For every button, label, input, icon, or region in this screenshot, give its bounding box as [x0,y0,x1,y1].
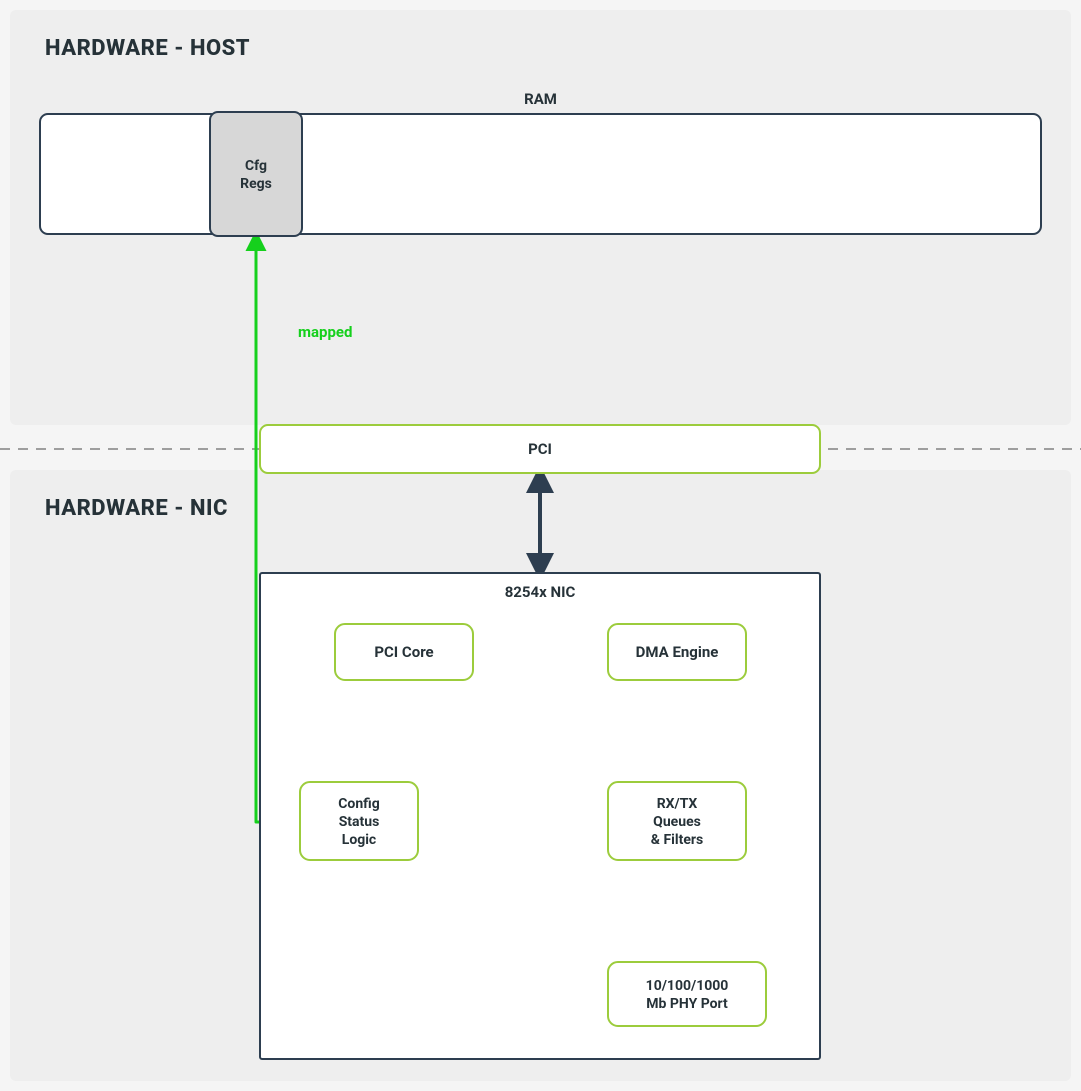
box-config-label-line: Logic [342,832,376,848]
box-rxtx-label-line: & Filters [651,832,703,848]
box-ram [40,114,1041,234]
arrow-mapped-label: mapped [298,323,352,341]
box-rxtx-label-line: RX/TX [657,796,698,812]
box-nicbox-label: 8254x NIC [505,583,576,601]
box-config-label-line: Config [338,796,379,812]
box-cfgregs-label-line: Cfg [245,158,267,174]
box-dma-label: DMA Engine [636,643,719,661]
box-config-label-line: Status [339,814,380,830]
section-title-host: HARDWARE - HOST [45,36,250,61]
box-cfgregs [210,112,302,236]
box-phy-label-line: 10/100/1000 [646,978,729,994]
box-pcicore-label: PCI Core [374,643,433,661]
box-pci-label: PCI [528,440,552,458]
section-title-nic: HARDWARE - NIC [45,496,228,521]
box-rxtx-label-line: Queues [653,814,701,830]
box-phy-label-line: Mb PHY Port [646,996,728,1012]
box-ram-label: RAM [524,90,557,108]
box-cfgregs-label-line: Regs [240,176,272,192]
box-phy [608,962,766,1026]
